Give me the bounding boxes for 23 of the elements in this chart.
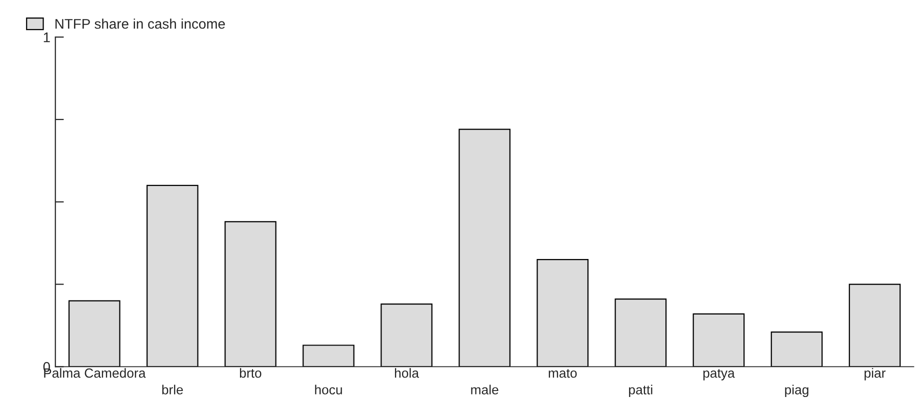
bar xyxy=(458,128,510,367)
bar xyxy=(614,298,667,367)
bar xyxy=(692,313,745,367)
x-tick-label: mato xyxy=(548,369,577,378)
bar xyxy=(146,184,198,367)
x-tick-label: piag xyxy=(785,384,808,398)
bar xyxy=(68,300,120,367)
x-tick-label: hola xyxy=(394,368,420,378)
x-tick-label: patya xyxy=(703,369,735,380)
x-tick-label: brle xyxy=(162,384,183,394)
legend-label: NTFP share in cash income xyxy=(56,18,225,29)
x-tick-label: patti xyxy=(629,384,652,398)
x-tick-label: brto xyxy=(240,368,262,378)
x-tick-label: hocu xyxy=(315,384,342,394)
x-tick-label: male xyxy=(471,384,498,394)
bar xyxy=(536,259,589,367)
bar xyxy=(224,221,276,367)
bar xyxy=(302,344,354,367)
x-tick-label: piar xyxy=(864,368,886,380)
bar xyxy=(770,332,823,367)
bar xyxy=(380,304,432,367)
bar xyxy=(848,284,901,367)
y-tick-label: 1 xyxy=(44,32,50,42)
